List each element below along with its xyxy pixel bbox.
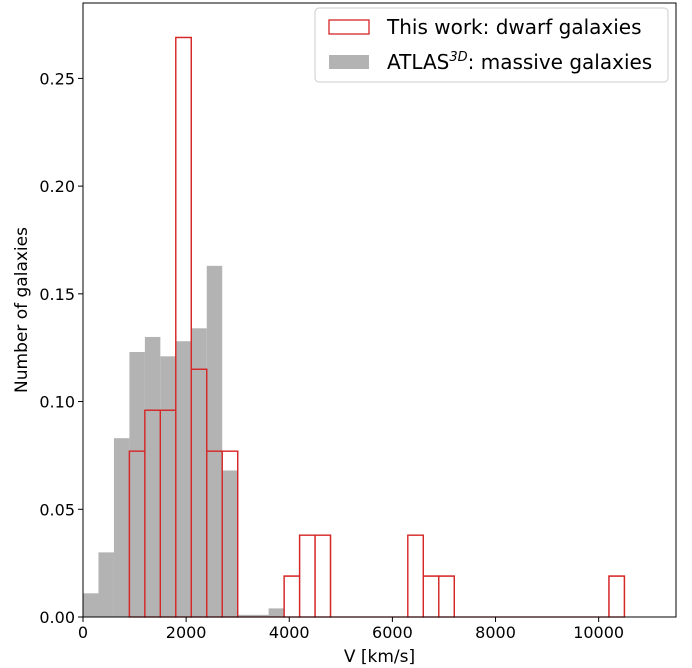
- x-tick-label: 10000: [573, 623, 624, 642]
- dwarf-bar: [407, 534, 424, 618]
- x-tick-label: 6000: [372, 623, 413, 642]
- y-tick-label: 0.25: [39, 69, 75, 88]
- dwarf-bar: [422, 575, 440, 618]
- atlas-bar: [175, 341, 192, 617]
- legend-box: [314, 7, 669, 83]
- x-axis-label: V [km/s]: [344, 647, 415, 667]
- plot-frame: [82, 2, 677, 618]
- y-axis: 0.00 0.05 0.10 0.15 0.20 0.25: [39, 69, 83, 627]
- x-tick-label: 0: [78, 623, 88, 642]
- legend-label-atlas: ATLAS3D: massive galaxies: [387, 50, 652, 74]
- legend-swatch-atlas: [329, 55, 369, 69]
- dwarf-bar: [314, 534, 332, 618]
- legend-label-atlas-prefix: ATLAS: [387, 50, 449, 74]
- atlas-bar: [237, 614, 254, 617]
- dwarf-bar: [283, 575, 301, 618]
- atlas-bar: [268, 608, 285, 617]
- legend-label-atlas-superscript: 3D: [449, 50, 467, 65]
- x-tick-label: 2000: [166, 623, 207, 642]
- x-tick-label: 4000: [269, 623, 310, 642]
- atlas-bar: [83, 593, 99, 617]
- atlas-bar: [98, 552, 114, 617]
- legend-swatch-dwarf: [328, 19, 370, 35]
- atlas-bar: [129, 352, 145, 617]
- atlas-bar: [113, 438, 130, 617]
- x-axis: 0 2000 4000 6000 8000 10000: [78, 617, 624, 642]
- dwarf-bar: [608, 575, 626, 618]
- x-tick-label: 8000: [475, 623, 516, 642]
- y-axis-label: Number of galaxies: [12, 227, 32, 393]
- dwarf-bar: [438, 575, 455, 618]
- legend-label-atlas-suffix: : massive galaxies: [468, 50, 653, 74]
- atlas-bar: [191, 328, 207, 617]
- y-tick-label: 0.20: [39, 177, 75, 196]
- dwarf-bar: [298, 534, 316, 618]
- y-tick-label: 0.05: [39, 500, 75, 519]
- atlas-bar: [222, 470, 238, 617]
- legend-label-dwarf: This work: dwarf galaxies: [386, 15, 642, 39]
- y-tick-label: 0.10: [39, 393, 75, 412]
- legend: This work: dwarf galaxies ATLAS3D: massi…: [314, 7, 669, 83]
- atlas-bar: [160, 356, 176, 617]
- y-tick-label: 0.15: [39, 285, 75, 304]
- atlas-histogram-series: [83, 265, 285, 617]
- atlas-bar: [144, 336, 161, 617]
- atlas-bar: [206, 265, 223, 617]
- y-tick-label: 0.00: [39, 608, 75, 627]
- atlas-bar: [253, 614, 269, 617]
